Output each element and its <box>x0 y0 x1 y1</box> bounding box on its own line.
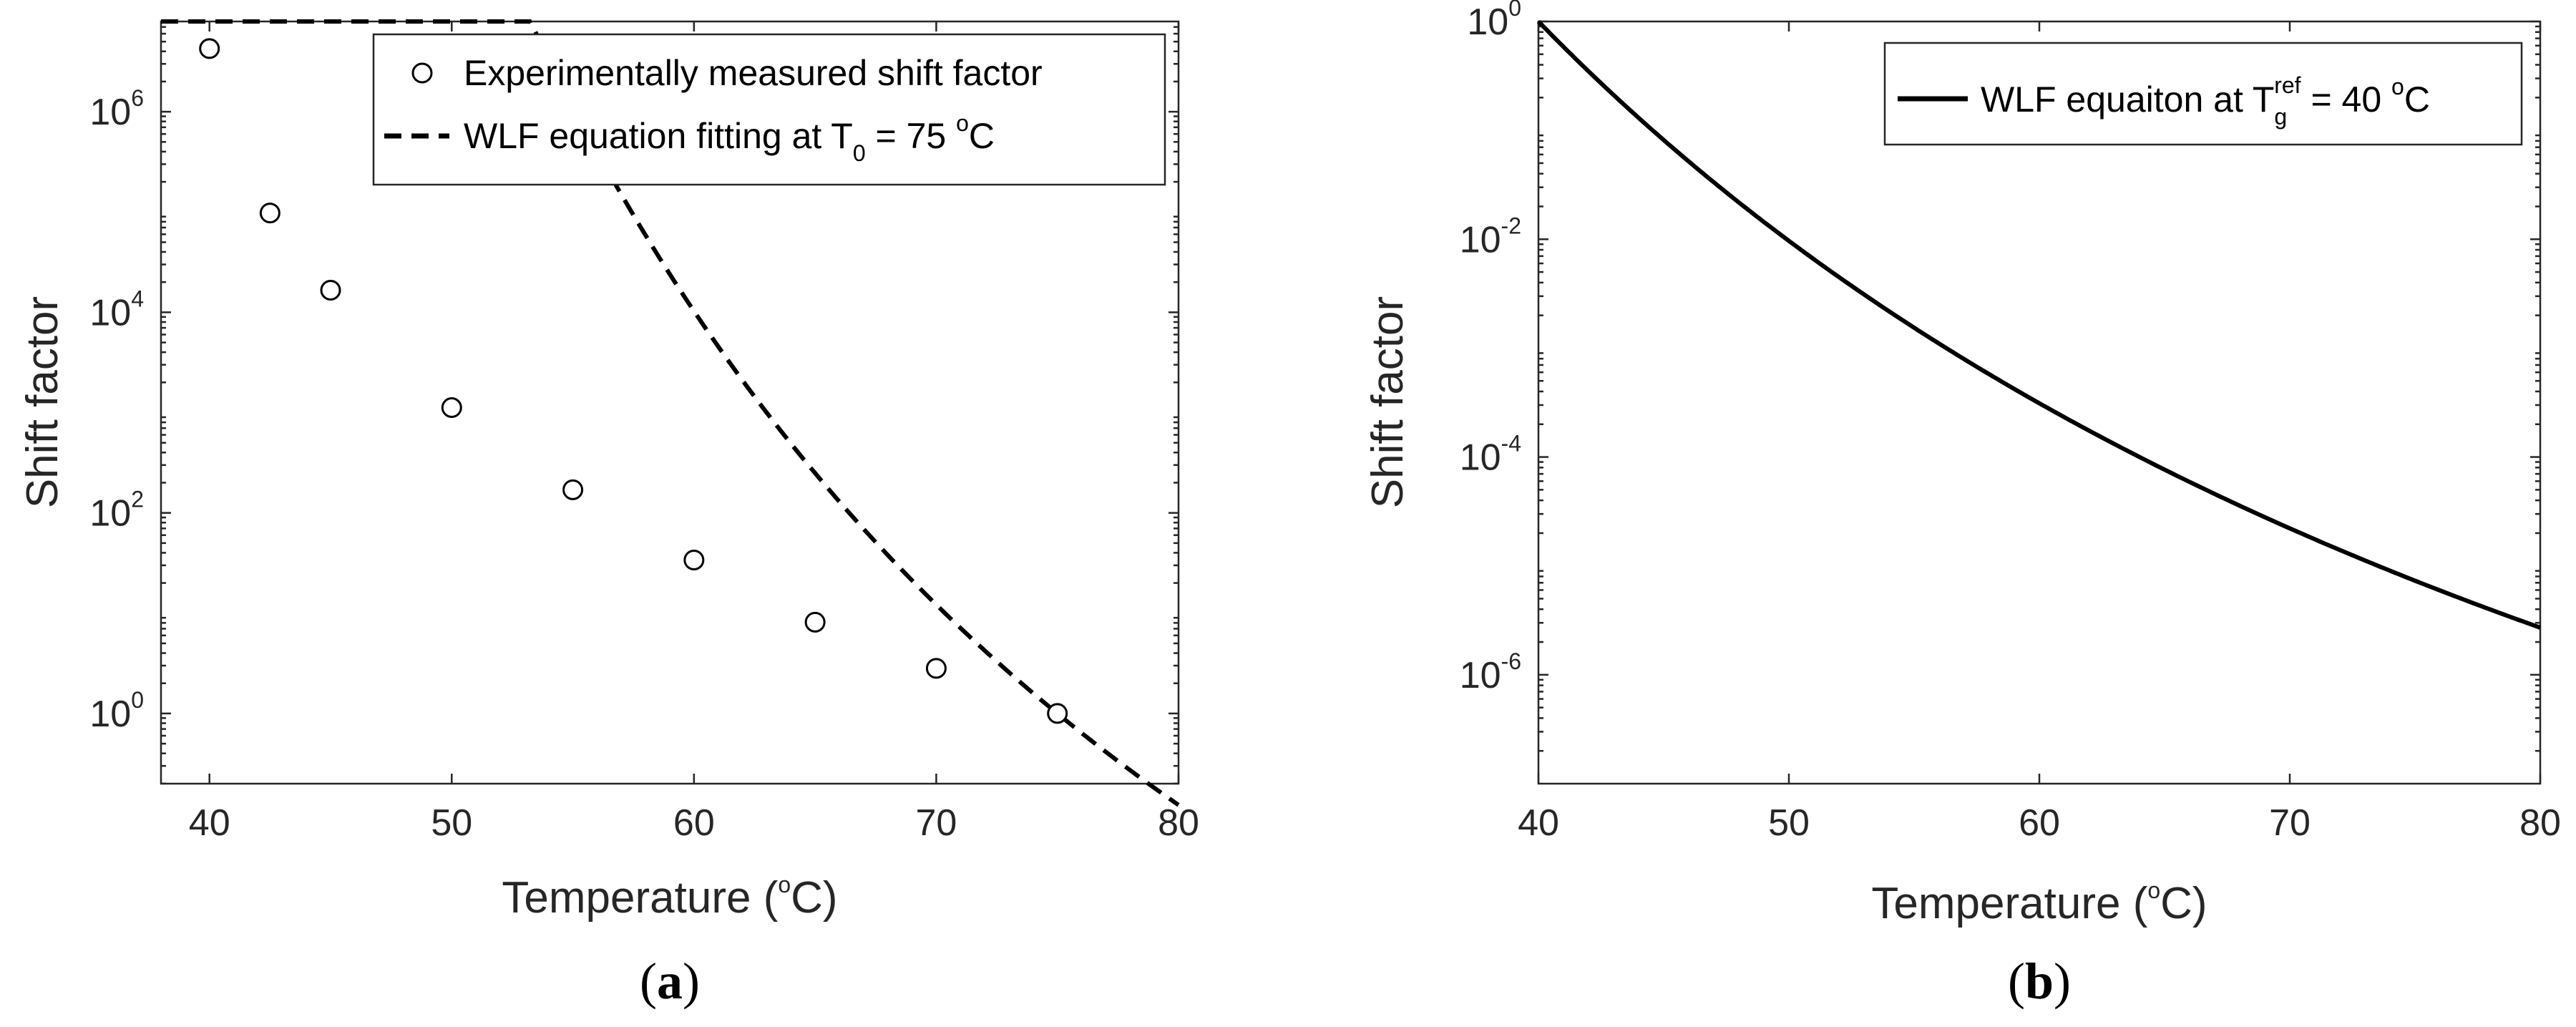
measured-point <box>1047 703 1068 724</box>
y-tick-label: 104 <box>89 286 144 334</box>
chart-a-legend-marker <box>411 62 433 84</box>
x-tick-label: 70 <box>2269 802 2311 844</box>
chart-a-panel-label: (a) <box>640 953 700 1010</box>
chart-b-ylabel: Shift factor <box>1363 296 1413 508</box>
measured-point <box>320 280 341 301</box>
measured-point <box>925 658 947 679</box>
y-tick-label: 10-4 <box>1460 431 1521 479</box>
x-tick-label: 70 <box>916 802 957 844</box>
chart-a-legend-box <box>372 33 1166 186</box>
y-tick-label: 106 <box>89 85 144 133</box>
y-tick-label: 102 <box>89 487 144 535</box>
chart-a-xlabel: Temperature (oC) <box>502 872 837 923</box>
measured-point <box>804 611 826 633</box>
chart-b-xlabel: Temperature (oC) <box>1871 877 2207 928</box>
wlf-line <box>1536 19 2542 630</box>
measured-point <box>199 38 220 59</box>
x-tick-label: 80 <box>2519 802 2561 844</box>
chart-b-panel-label: (b) <box>2008 953 2071 1010</box>
chart-a-legend-label-2: WLF equation fitting at T0 = 75 oC <box>464 110 995 166</box>
measured-point <box>259 203 280 224</box>
chart-a-plot-area <box>161 19 1180 807</box>
chart-a-markers <box>199 38 1068 724</box>
chart-b-legend-box <box>1883 42 2523 146</box>
chart-a-y-ticks: 100 102 104 106 <box>89 26 1179 785</box>
chart-b-plot-area <box>1536 19 2542 630</box>
y-tick-label: 100 <box>1467 0 1521 43</box>
chart-b-legend: WLF equaiton at Tgref = 40 oC <box>1883 42 2523 146</box>
x-tick-label: 50 <box>1768 802 1810 844</box>
measured-point <box>441 397 462 419</box>
x-tick-label: 80 <box>1158 802 1199 844</box>
measured-point <box>562 479 584 500</box>
chart-b-x-ticks: 40 50 60 70 80 <box>1518 21 2561 844</box>
chart-a-legend: Experimentally measured shift factor WLF… <box>372 33 1166 186</box>
x-tick-label: 60 <box>673 802 715 844</box>
x-tick-label: 60 <box>2019 802 2060 844</box>
chart-b-legend-label: WLF equaiton at Tgref = 40 oC <box>1981 72 2430 130</box>
wlf-fit-dashed-line <box>161 19 1180 807</box>
y-tick-label: 10-2 <box>1460 213 1521 261</box>
y-tick-label: 10-6 <box>1460 648 1521 696</box>
chart-a: 40 50 60 70 80 100 102 104 106 Shift factor Tem… <box>18 19 1199 1010</box>
y-tick-label: 100 <box>89 687 144 735</box>
chart-a-legend-label-1: Experimentally measured shift factor <box>464 53 1043 93</box>
measured-point <box>683 550 705 571</box>
chart-a-ylabel: Shift factor <box>18 296 67 508</box>
x-tick-label: 40 <box>189 802 230 844</box>
x-tick-label: 40 <box>1518 802 1559 844</box>
chart-b-y-ticks: 100 10-2 10-4 10-6 <box>1460 0 2540 752</box>
x-tick-label: 50 <box>431 802 472 844</box>
chart-a-axes-box <box>160 20 1180 785</box>
